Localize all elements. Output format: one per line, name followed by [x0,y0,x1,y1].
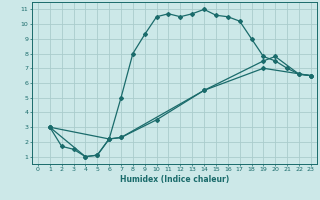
X-axis label: Humidex (Indice chaleur): Humidex (Indice chaleur) [120,175,229,184]
